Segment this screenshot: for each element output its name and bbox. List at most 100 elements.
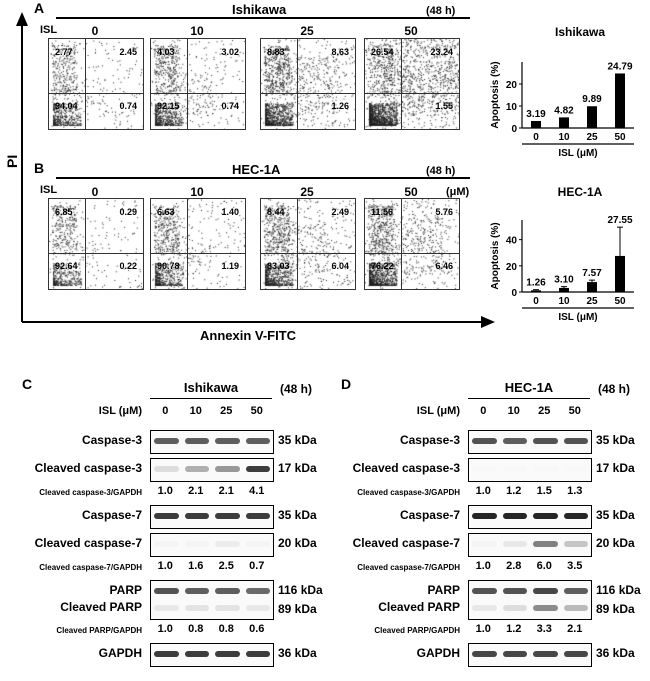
- blot-dose-label: 25: [220, 405, 233, 417]
- blot-protein-label: Cleaved PARP: [60, 600, 142, 614]
- blot-strip: [150, 580, 274, 620]
- blot-band: [184, 605, 209, 611]
- quadrant-value-ur: 23.24: [430, 47, 453, 57]
- blot-band: [502, 541, 527, 547]
- quadrant-line-vertical: [186, 39, 188, 129]
- bar-chart-ishikawa: Ishikawa 0 10 20 Apoptosis (%) 3.19 0 4.82 10 9.8…: [490, 25, 634, 159]
- quadrant-value-ur: 5.76: [435, 207, 453, 217]
- blot-band: [245, 651, 270, 657]
- blot-band: [215, 541, 240, 547]
- bar-chart-title: Ishikawa: [555, 25, 605, 39]
- blot-ratio-value: 6.0: [536, 560, 552, 572]
- blot-band: [154, 466, 179, 472]
- quadrant-value-lr: 0.74: [221, 101, 239, 111]
- blot-protein-label: Cleaved caspase-3: [34, 461, 142, 475]
- bar-value-label: 3.19: [526, 109, 546, 120]
- blot-band: [154, 605, 179, 611]
- x-tick-label: 25: [586, 132, 598, 143]
- blot-ratio-value: 2.1: [567, 623, 583, 635]
- quadrant-value-ll: 92.64: [55, 261, 78, 271]
- blot-band: [502, 588, 527, 594]
- blot-kda-label: 116 kDa: [278, 583, 323, 597]
- blot-band: [472, 651, 497, 657]
- blot-ratio-value: 1.0: [475, 560, 491, 572]
- quadrant-value-ul: 11.56: [371, 207, 394, 217]
- blot-band: [502, 605, 527, 611]
- blot-band: [245, 605, 270, 611]
- flow-scatter-plot: 8.83 8.63 1.26: [260, 38, 356, 130]
- quadrant-value-lr: 1.26: [331, 101, 349, 111]
- flow-scatter-dots: [49, 199, 143, 289]
- blot-ratio-value: 1.0: [157, 623, 173, 635]
- quadrant-line-horizontal: [261, 253, 355, 254]
- flow-scatter-plot: 26.54 23.24 1.55: [364, 38, 460, 130]
- blot-ratio-value: 0.7: [249, 560, 265, 572]
- quadrant-value-ur: 0.29: [119, 207, 137, 217]
- quadrant-value-ul: 8.44: [267, 207, 285, 217]
- blot-ratio-value: 1.0: [475, 623, 491, 635]
- bar-value-label: 24.79: [607, 61, 632, 72]
- y-axis-label: Apoptosis (%): [490, 222, 501, 289]
- quadrant-line-vertical: [296, 39, 298, 129]
- quadrant-value-ul: 8.83: [267, 47, 285, 57]
- blot-band: [184, 651, 209, 657]
- blot-protein-label: PARP: [109, 583, 142, 597]
- blot-title-underline: [468, 398, 590, 399]
- bar: [587, 106, 597, 128]
- quadrant-line-vertical: [84, 199, 86, 289]
- blot-band: [215, 651, 240, 657]
- blot-band: [215, 605, 240, 611]
- blot-dose-label: 25: [538, 405, 551, 417]
- quadrant-line-horizontal: [49, 93, 143, 94]
- blot-band: [563, 513, 588, 519]
- blot-band: [245, 541, 270, 547]
- blot-ratio-value: 1.0: [157, 560, 173, 572]
- x-tick-label: 10: [558, 296, 570, 307]
- blot-band: [472, 466, 497, 472]
- blot-band: [245, 438, 270, 444]
- blot-ratio-value: 1.0: [157, 485, 173, 497]
- blot-strip: [150, 430, 274, 454]
- bar: [559, 287, 569, 292]
- flow-scatter-dots: [365, 199, 459, 289]
- blot-protein-label: Cleaved caspase-3: [352, 461, 460, 475]
- blot-kda-label: 35 kDa: [278, 433, 317, 447]
- flow-scatter-dots: [261, 199, 355, 289]
- blot-ratio-value: 0.6: [249, 623, 265, 635]
- blot-band: [563, 651, 588, 657]
- blot-band: [184, 438, 209, 444]
- flow-scatter-dots: [49, 39, 143, 129]
- flow-scatter-plot: 4.03 3.02 92.15 0.74: [150, 38, 246, 130]
- panel-letter-b: B: [34, 160, 45, 176]
- quadrant-value-lr: 1.19: [221, 261, 239, 271]
- blot-band: [563, 588, 588, 594]
- blot-protein-label: GAPDH: [98, 646, 142, 660]
- panel-letter-a: A: [34, 0, 45, 16]
- flow-dose-label: 25: [300, 24, 314, 38]
- blot-ratio-value: 0.8: [218, 623, 234, 635]
- blot-strip: [468, 533, 592, 557]
- blot-band: [502, 513, 527, 519]
- blot-protein-label: Cleaved caspase-7: [34, 536, 142, 550]
- blot-ratio-value: 3.5: [567, 560, 583, 572]
- quadrant-line-vertical: [400, 39, 402, 129]
- x-axis-label: ISL (μM): [558, 312, 597, 323]
- bar: [559, 117, 569, 128]
- blot-band: [215, 513, 240, 519]
- blot-kda-label: 17 kDa: [278, 461, 317, 475]
- blot-band: [184, 588, 209, 594]
- blot-kda-label: 89 kDa: [278, 602, 317, 616]
- blot-protein-label: Caspase-3: [399, 433, 460, 447]
- flow-scatter-dots: [365, 39, 459, 129]
- flow-dose-label: 0: [91, 24, 99, 38]
- quadrant-line-vertical: [400, 199, 402, 289]
- bar: [531, 120, 541, 128]
- quadrant-value-ul: 2.77: [55, 47, 73, 57]
- blot-isl-label: ISL (μM): [98, 405, 142, 417]
- panel-letter-c: C: [22, 376, 33, 392]
- blot-ratio-label: Cleaved PARP/GAPDH: [374, 626, 460, 635]
- quadrant-value-ur: 2.49: [331, 207, 349, 217]
- blot-strip: [468, 458, 592, 482]
- flow-dose-label: 0: [91, 185, 99, 199]
- panel-letter-d: D: [341, 376, 352, 392]
